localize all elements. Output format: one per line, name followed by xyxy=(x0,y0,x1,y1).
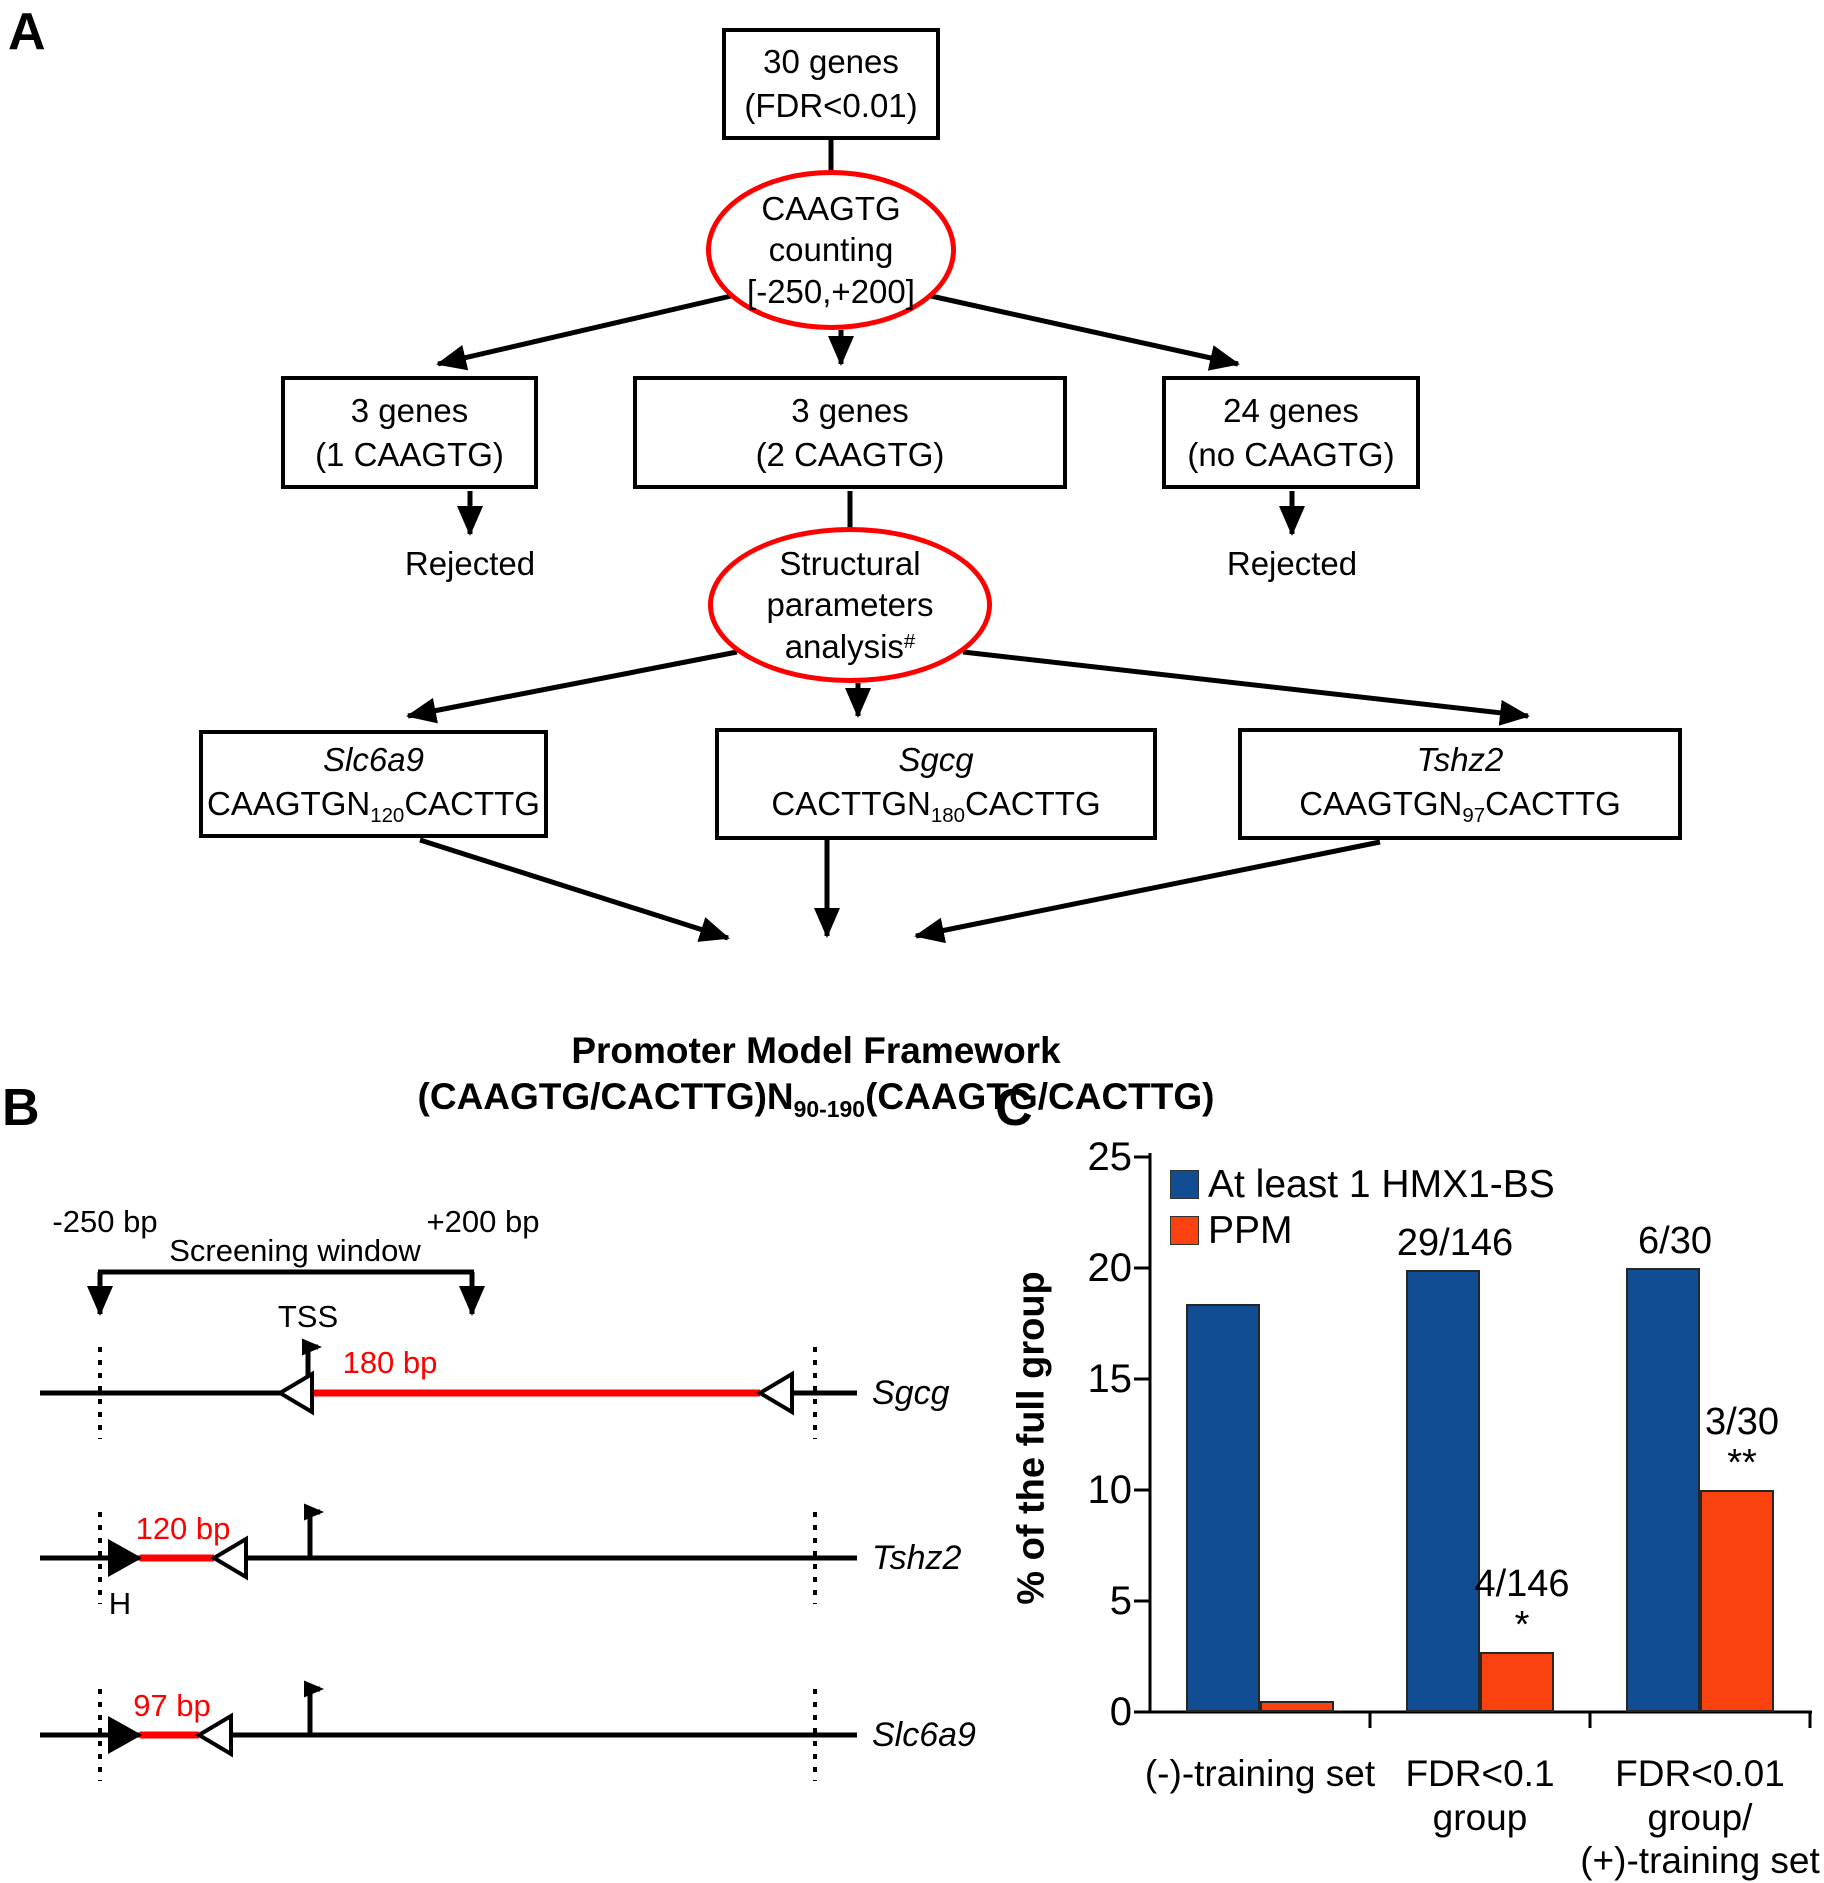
bar-ppm-cat0 xyxy=(1260,1700,1334,1712)
binding-site-triangle-open xyxy=(195,1712,233,1758)
track-slc6a9 xyxy=(40,1689,857,1781)
panel-a-label: A xyxy=(8,3,46,61)
gene-name: Sgcg xyxy=(898,741,974,779)
legend-swatch-orange xyxy=(1170,1216,1199,1245)
window-right-bound-label: +200 bp xyxy=(426,1204,540,1239)
bar-chart-plot-area: At least 1 HMX1-BS PPM 29/146 6/30 4/146 *… xyxy=(1150,1157,1810,1712)
bar-value-label: 3/30 ** xyxy=(1705,1400,1779,1484)
gene-box-sgcg: Sgcg CACTTGN180CACTTG xyxy=(715,728,1157,840)
flow-box-no-caagtg: 24 genes (no CAAGTG) xyxy=(1162,376,1420,489)
gene-name: Slc6a9 xyxy=(323,741,424,779)
legend-entry-ppm: PPM xyxy=(1170,1211,1555,1250)
bar-value-label: 4/146 * xyxy=(1474,1563,1570,1647)
binding-site-triangle-filled xyxy=(108,1716,142,1754)
ellipse-line: CAAGTG counting xyxy=(761,190,901,269)
flow-ellipse-caagtg-counting: CAAGTG counting [-250,+200] xyxy=(706,170,956,330)
flowchart-arrows xyxy=(406,140,1530,944)
legend-label: PPM xyxy=(1208,1209,1293,1252)
box-line: (no CAAGTG) xyxy=(1187,435,1395,473)
track-sgcg xyxy=(40,1347,857,1439)
ellipse-line: Structural xyxy=(779,545,921,583)
rejected-label-left: Rejected xyxy=(404,545,536,582)
bar-value-label: 29/146 xyxy=(1396,1222,1514,1265)
box-line: 3 genes xyxy=(791,391,909,429)
track-gene-label-sgcg: Sgcg xyxy=(872,1374,950,1412)
flow-box-1-caagtg: 3 genes (1 CAAGTG) xyxy=(281,376,538,489)
flow-box-2-caagtg: 3 genes (2 CAAGTG) xyxy=(633,376,1067,489)
panel-c-label: C xyxy=(995,1079,1033,1137)
track-tshz2 xyxy=(40,1512,857,1604)
gene-sequence: CAAGTGN97CACTTG xyxy=(1299,784,1621,827)
gene-box-tshz2: Tshz2 CAAGTGN97CACTTG xyxy=(1238,728,1682,840)
binding-site-triangle-open xyxy=(276,1370,314,1416)
binding-site-triangle-open xyxy=(210,1535,248,1581)
flow-ellipse-structural-analysis: Structural parameters analysis# xyxy=(708,527,992,683)
window-left-bound-label: -250 bp xyxy=(52,1204,158,1239)
flow-box-30-genes: 30 genes (FDR<0.01) xyxy=(722,28,940,140)
rejected-label-right: Rejected xyxy=(1226,545,1358,582)
bar-value-label: 6/30 xyxy=(1638,1219,1712,1262)
box-line: (1 CAAGTG) xyxy=(315,435,504,473)
bar-ppm-cat1 xyxy=(1480,1652,1554,1712)
promoter-framework-title: Promoter Model Framework xyxy=(571,1030,1061,1071)
legend-entry-hmx1-bs: At least 1 HMX1-BS xyxy=(1170,1165,1555,1204)
legend-swatch-blue xyxy=(1170,1170,1199,1199)
screening-window-bracket xyxy=(87,1269,485,1316)
gene-sequence: CACTTGN180CACTTG xyxy=(771,784,1101,827)
bar-ppm-cat2 xyxy=(1700,1490,1774,1712)
distance-label-tshz2: 120 bp xyxy=(135,1511,231,1546)
legend-label: At least 1 HMX1-BS xyxy=(1208,1163,1555,1206)
screening-window-label: Screening window xyxy=(169,1233,421,1268)
track-gene-label-slc6a9: Slc6a9 xyxy=(872,1716,976,1754)
gene-sequence: CAAGTGN120CACTTG xyxy=(207,784,540,827)
tss-label: TSS xyxy=(277,1299,339,1334)
binding-site-triangle-filled xyxy=(108,1539,142,1577)
box-line: 3 genes xyxy=(350,391,469,429)
bar-at-least-1-hmx1-bs-cat1 xyxy=(1406,1270,1480,1712)
panel-b-label: B xyxy=(2,1079,40,1137)
track-gene-label-tshz2: Tshz2 xyxy=(872,1539,962,1577)
ellipse-line: [-250,+200] xyxy=(747,272,915,310)
chart-legend: At least 1 HMX1-BS PPM xyxy=(1170,1165,1555,1257)
gene-box-slc6a9: Slc6a9 CAAGTGN120CACTTG xyxy=(199,730,548,838)
box-line: 30 genes xyxy=(763,43,899,81)
box-line: (2 CAAGTG) xyxy=(755,435,945,473)
gene-name: Tshz2 xyxy=(1416,741,1504,779)
distance-label-slc6a9: 97 bp xyxy=(133,1688,211,1723)
bar-at-least-1-hmx1-bs-cat2 xyxy=(1626,1268,1700,1712)
binding-site-triangle-open xyxy=(756,1370,794,1416)
ellipse-line: analysis# xyxy=(784,627,916,665)
box-line: 24 genes xyxy=(1223,391,1359,429)
bar-at-least-1-hmx1-bs-cat0 xyxy=(1186,1303,1260,1712)
ellipse-line: parameters xyxy=(766,586,934,624)
box-line: (FDR<0.01) xyxy=(744,87,918,124)
h-site-label: H xyxy=(108,1586,132,1621)
chart-axes xyxy=(1134,1153,1812,1728)
promoter-framework-formula: (CAAGTG/CACTTG)N90-190(CAAGTG/CACTTG) xyxy=(417,1076,1215,1123)
distance-label-sgcg: 180 bp xyxy=(342,1345,438,1380)
